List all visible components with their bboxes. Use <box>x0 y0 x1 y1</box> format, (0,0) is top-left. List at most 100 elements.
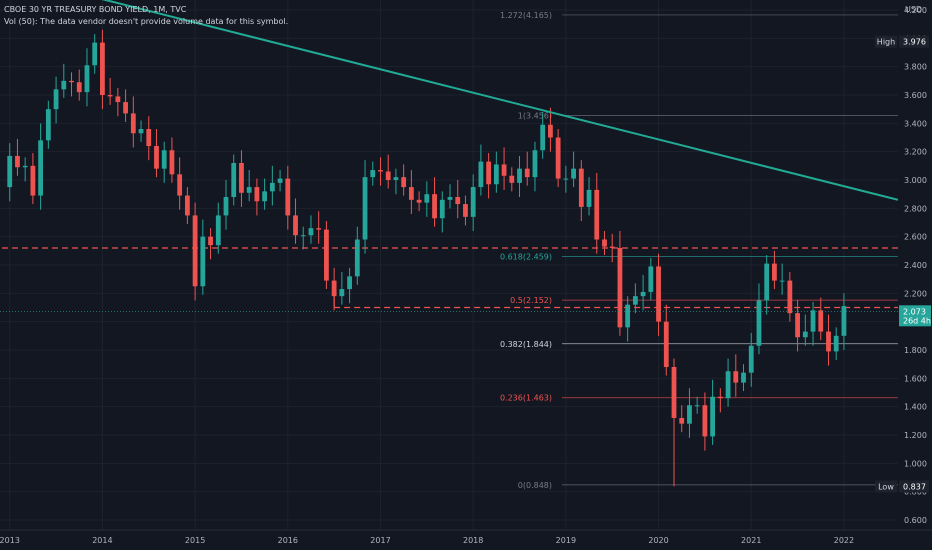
candle-body <box>385 171 391 180</box>
price-tick-label: 3.600 <box>904 91 927 100</box>
candle-body <box>555 137 561 179</box>
candle-body <box>656 266 661 322</box>
low-tag-label: Low <box>878 482 894 491</box>
candle-body <box>378 170 383 172</box>
candle-body <box>571 168 576 179</box>
candle-body <box>772 263 777 281</box>
price-tick-label: 2.400 <box>904 261 927 270</box>
currency-label[interactable]: USD <box>905 5 923 14</box>
candle-body <box>586 189 592 207</box>
candle-body <box>53 89 59 110</box>
candle-body <box>594 189 600 240</box>
price-tick-label: 3.200 <box>904 148 927 157</box>
candle-body <box>725 371 731 399</box>
time-axis[interactable]: 2013 2014 2015 2016 2017 2018 2019 2020 2021 2022 <box>0 529 932 545</box>
candle-body <box>277 178 283 183</box>
candle-body <box>22 165 28 168</box>
candle-body <box>826 331 831 352</box>
candle-body <box>663 321 669 367</box>
candle-body <box>30 165 36 196</box>
last-price-bg <box>899 305 931 327</box>
last-price-value: 2.073 <box>903 307 926 316</box>
candle-body <box>432 194 437 219</box>
fib-level-label: 1(3.456) <box>518 111 552 120</box>
candle-body <box>748 345 754 373</box>
candle-body <box>756 300 762 346</box>
trendline[interactable] <box>95 0 899 201</box>
last-price-countdown: 26d 4h <box>903 316 931 325</box>
fib-level-label: 0.382(1.844) <box>500 340 552 349</box>
price-tick-label: 2.200 <box>904 289 927 298</box>
candle-body <box>169 150 175 175</box>
price-tick-label: 3.800 <box>904 63 927 72</box>
price-tick-label: 0.600 <box>904 516 927 525</box>
candle-body <box>300 235 306 237</box>
candle-body <box>254 187 260 202</box>
candle-body <box>795 313 800 338</box>
price-tick-label: 3.000 <box>904 176 927 185</box>
price-tick-label: 2.800 <box>904 204 927 213</box>
price-tick-label: 2.600 <box>904 233 927 242</box>
candle-body <box>455 197 461 205</box>
candle-body <box>184 195 190 216</box>
price-tick-label: 1.200 <box>904 431 927 440</box>
candle-body <box>84 65 90 93</box>
candle-body <box>779 280 785 282</box>
high-tag-label-bg <box>875 35 897 48</box>
candle-body <box>269 182 275 192</box>
candle-body <box>841 306 847 336</box>
candle-body <box>463 204 468 217</box>
candle-body <box>339 289 345 297</box>
candle-body <box>362 177 368 240</box>
candle-body <box>215 215 221 246</box>
candle-body <box>161 150 167 169</box>
candle-body <box>833 335 839 352</box>
candle-body <box>478 161 484 188</box>
price-tick-label: 1.600 <box>904 374 927 383</box>
trendline-line <box>101 0 899 201</box>
high-tag-value: 3.976 <box>903 38 926 47</box>
candle-body <box>115 96 121 103</box>
candle-body <box>154 146 159 169</box>
candle-body <box>470 187 476 217</box>
candle-body <box>486 161 492 185</box>
candle-body <box>609 246 615 248</box>
candle-body <box>548 124 553 138</box>
candle-body <box>61 80 67 90</box>
candle-body <box>370 170 376 178</box>
low-tag-value: 0.837 <box>903 482 926 491</box>
candle-body <box>632 296 638 305</box>
price-axis[interactable]: 4.2004.0003.8003.6003.4003.2003.0002.800… <box>898 0 932 550</box>
candle-body <box>524 168 530 178</box>
candle-body <box>540 124 546 151</box>
time-tick-label: 2013 <box>0 536 20 545</box>
candle-body <box>130 113 136 134</box>
candle-body <box>100 42 105 95</box>
price-axis-bg <box>898 0 932 550</box>
candle-body <box>764 263 770 301</box>
time-tick-label: 2014 <box>92 536 112 545</box>
time-tick-label: 2017 <box>370 536 390 545</box>
candle-body <box>7 155 13 188</box>
price-tick-label: 1.000 <box>904 459 927 468</box>
candle-body <box>69 80 74 83</box>
candle-body <box>408 187 414 200</box>
fib-retracement[interactable]: 1.272(4.165) 1(3.456) 0.618(2.459) 0.5(2.15… <box>500 11 898 490</box>
price-tick-label: 3.400 <box>904 119 927 128</box>
candle-body <box>509 175 515 183</box>
candle-body <box>45 109 51 141</box>
candle-body <box>208 236 213 246</box>
candle-body <box>439 199 445 219</box>
symbol-title[interactable]: CBOE 30 YR TREASURY BOND YIELD, 1M, TVC <box>4 5 187 14</box>
candle-body <box>316 228 322 230</box>
candle-body <box>810 310 816 332</box>
candle-body <box>578 168 584 207</box>
candle-body <box>741 372 746 383</box>
candle-body <box>354 239 360 277</box>
candle-body <box>107 95 113 97</box>
candle-body <box>787 280 793 314</box>
candle-body <box>393 177 399 180</box>
candle-body <box>308 228 314 236</box>
